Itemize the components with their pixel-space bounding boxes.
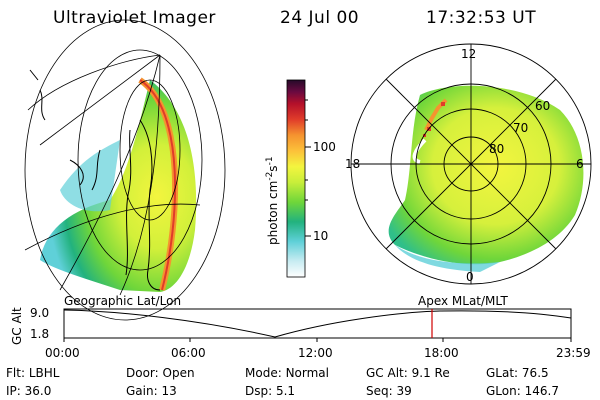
image-time: 17:32:53 UT: [426, 8, 537, 28]
aurora-gap: [412, 138, 427, 164]
info-seq: Seq: 39: [366, 384, 412, 398]
mlt-label-6: 6: [576, 157, 584, 171]
timeline-xtick: 18:00: [424, 346, 459, 360]
aurora-edge-left: [60, 140, 120, 212]
timeline-ylabel: GC Alt: [10, 307, 24, 345]
info-glat: GLat: 76.5: [486, 366, 549, 380]
instrument-title: Ultraviolet Imager: [53, 8, 216, 28]
grid-latitude-ring: [77, 49, 203, 271]
info-mode: Mode: Normal: [245, 366, 329, 380]
grid-meridian: [59, 54, 161, 291]
mlat-label: 70: [513, 121, 528, 135]
timeline-xtick: 23:59: [556, 346, 591, 360]
left-panel-caption: Geographic Lat/Lon: [64, 294, 181, 308]
grid-latitude-ring: [24, 19, 226, 321]
image-date: 24 Jul 00: [280, 8, 360, 28]
info-ip: IP: 36.0: [6, 384, 52, 398]
altitude-curve: [63, 309, 572, 338]
timeline-xtick: 00:00: [45, 346, 80, 360]
grid-meridian: [24, 203, 201, 251]
info-door: Door: Open: [126, 366, 195, 380]
mlat-label: 60: [535, 99, 550, 113]
polar-image-panel: 12 18 6 0 60 70 80: [345, 43, 592, 285]
mlt-label-0: 0: [466, 270, 474, 284]
geographic-image-panel: [24, 19, 226, 321]
mlt-line: [385, 78, 557, 250]
grid-latitude-ring: [119, 79, 181, 221]
colorbar: 100 10 photon cm-2s-1: [265, 79, 336, 278]
mlt-label-12: 12: [461, 47, 476, 61]
aurora-oval-inner-left: [139, 79, 177, 291]
colorbar-unit-label: photon cm-2s-1: [265, 156, 280, 245]
timeline-ytick: 9.0: [30, 306, 49, 320]
colorbar-tick-label: 10: [313, 229, 328, 243]
coastline: [29, 69, 161, 291]
info-gc-alt: GC Alt: 9.1 Re: [366, 366, 450, 380]
mlt-label-18: 18: [345, 157, 360, 171]
timeline-xtick: 12:00: [298, 346, 333, 360]
colorbar-tick-label: 100: [313, 140, 336, 154]
grid-meridian: [119, 54, 161, 296]
timeline-ytick: 1.8: [30, 327, 49, 341]
mlat-label: 80: [489, 142, 504, 156]
timeline-frame: [63, 308, 572, 339]
timeline-xtick: 06:00: [171, 346, 206, 360]
aurora-glow-right: [388, 85, 584, 265]
info-flt: Flt: LBHL: [6, 366, 60, 380]
colorbar-ramp: [286, 79, 306, 278]
grid-meridian: [27, 54, 161, 111]
altitude-timeline: Geographic Lat/Lon Apex MLat/MLT GC Alt …: [10, 294, 591, 360]
info-gain: Gain: 13: [126, 384, 177, 398]
right-panel-caption: Apex MLat/MLT: [418, 294, 508, 308]
grid-meridian: [39, 54, 161, 146]
info-glon: GLon: 146.7: [486, 384, 559, 398]
info-dsp: Dsp: 5.1: [245, 384, 296, 398]
